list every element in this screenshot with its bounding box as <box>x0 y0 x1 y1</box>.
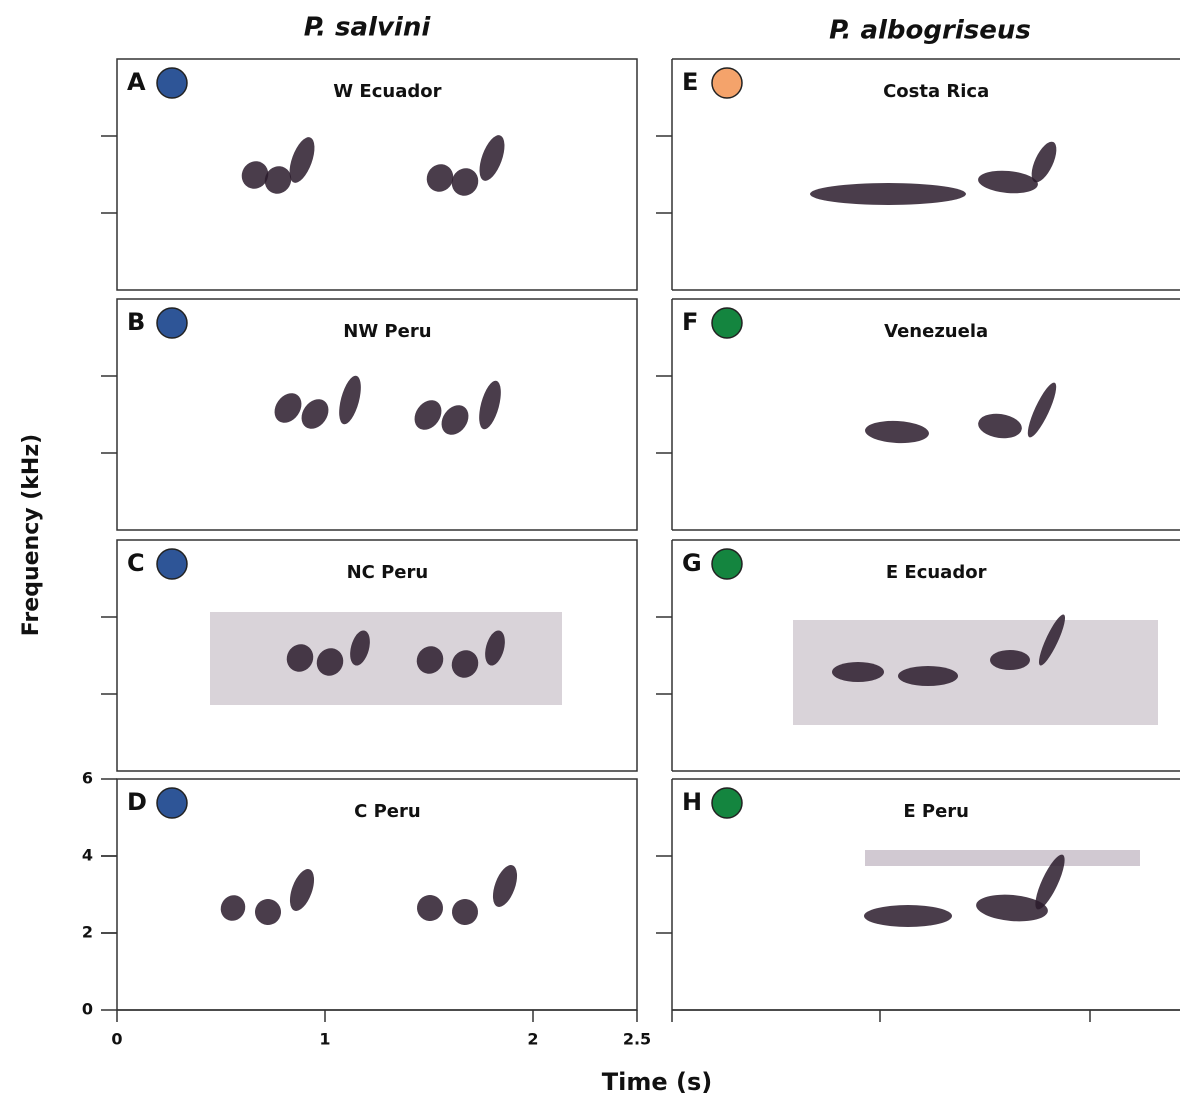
spectrogram-note <box>479 135 505 181</box>
y-tick-label: 2 <box>82 923 93 942</box>
column-title: P. salvini <box>304 13 432 43</box>
panel-location: Costa Rica <box>883 81 989 102</box>
panel-letter: B <box>127 308 145 336</box>
spectrogram-note <box>220 895 246 921</box>
spectrogram-note <box>976 894 1048 922</box>
spectrogram-note <box>864 905 952 927</box>
panel-letter: H <box>682 788 702 816</box>
y-tick-label: 0 <box>82 1000 93 1019</box>
panel-frame <box>116 539 638 772</box>
spectrogram-noise <box>210 612 562 705</box>
spectrogram-note <box>264 166 292 194</box>
population-dot <box>156 307 188 339</box>
panel-location: NC Peru <box>347 562 429 583</box>
population-dot <box>156 67 188 99</box>
population-dot <box>156 548 188 580</box>
panel-location: Venezuela <box>884 321 988 342</box>
panel-location: E Ecuador <box>886 562 987 583</box>
x-tick-label: 0 <box>111 1030 122 1049</box>
spectrogram-note <box>255 899 281 925</box>
x-tick-label: 1 <box>319 1030 330 1049</box>
spectrogram-note <box>865 420 929 444</box>
panel-letter: A <box>127 68 146 96</box>
spectrogram-noise <box>865 850 1140 866</box>
spectrogram-note <box>978 413 1022 439</box>
spectrogram-note <box>1027 382 1057 438</box>
spectrogram-note <box>414 400 442 430</box>
spectrogram-note <box>350 630 370 666</box>
panel-location: NW Peru <box>343 321 431 342</box>
panel-location: W Ecuador <box>333 81 441 102</box>
spectrogram-note <box>492 865 518 907</box>
population-dot <box>711 548 743 580</box>
spectrogram-note <box>417 895 443 921</box>
population-dot <box>711 67 743 99</box>
spectrogram-note <box>416 646 444 674</box>
x-tick-label: 2 <box>527 1030 538 1049</box>
spectrogram-note <box>286 644 314 672</box>
y-tick-label: 4 <box>82 846 93 865</box>
population-dot <box>711 307 743 339</box>
spectrogram-note <box>479 380 501 430</box>
spectrogram-note <box>289 137 315 183</box>
spectrogram-note <box>426 164 454 192</box>
spectrogram-note <box>810 183 966 205</box>
y-axis-label: Frequency (kHz) <box>19 434 44 636</box>
spectrogram-note <box>301 399 329 429</box>
spectrogram-note <box>832 662 884 682</box>
spectrogram-note <box>451 650 479 678</box>
spectrogram-note <box>452 899 478 925</box>
spectrogram-note <box>441 405 469 435</box>
spectrogram-note <box>241 161 269 189</box>
panel-frame <box>116 58 638 291</box>
panel-letter: D <box>127 788 147 816</box>
spectrogram-note <box>485 630 505 666</box>
panel-frame <box>116 298 638 531</box>
panel-letter: E <box>682 68 698 96</box>
panel-letter: G <box>682 549 702 577</box>
spectrogram-note <box>898 666 958 686</box>
population-dot <box>156 787 188 819</box>
x-tick-label: 2.5 <box>623 1030 651 1049</box>
panel-letter: C <box>127 549 145 577</box>
spectrogram-note <box>289 869 315 911</box>
y-tick-label: 6 <box>82 769 93 788</box>
spectrogram-note <box>316 648 344 676</box>
spectrogram-note <box>451 168 479 196</box>
spectrogram-note <box>1035 854 1065 910</box>
panel-location: C Peru <box>354 801 421 822</box>
spectrogram-note <box>339 375 361 425</box>
panel-location: E Peru <box>903 801 969 822</box>
spectrogram-note <box>990 650 1030 670</box>
population-dot <box>711 787 743 819</box>
spectrogram-note <box>1031 141 1057 183</box>
column-title: P. albogriseus <box>829 16 1031 46</box>
spectrogram-note <box>274 393 302 423</box>
panel-letter: F <box>682 308 698 336</box>
spectrogram-note <box>978 170 1038 194</box>
x-axis-label: Time (s) <box>602 1068 712 1096</box>
spectrogram-note <box>1038 614 1066 666</box>
